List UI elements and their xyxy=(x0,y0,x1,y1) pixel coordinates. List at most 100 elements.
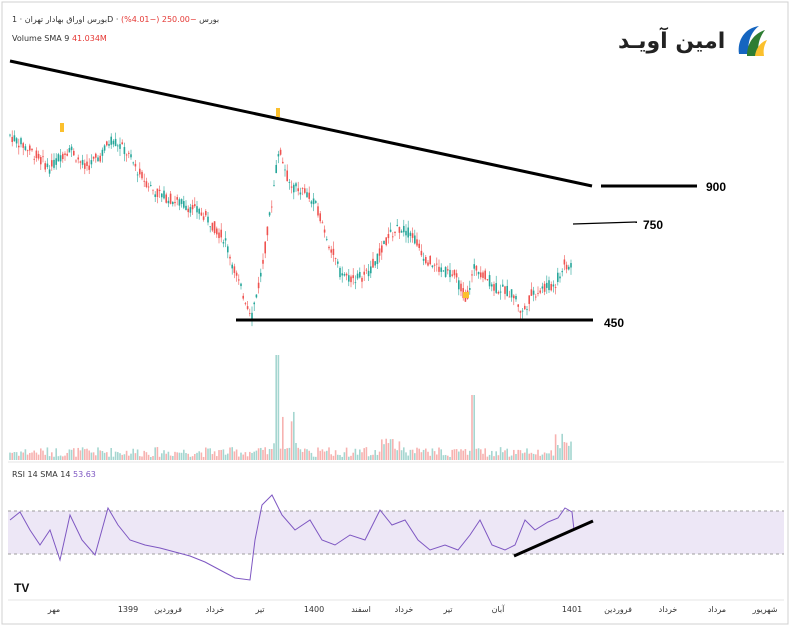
volume-bar xyxy=(486,456,489,460)
candle-body xyxy=(220,229,222,238)
candle-body xyxy=(315,201,317,203)
volume-bar xyxy=(475,448,478,460)
candle-body xyxy=(35,150,38,159)
volume-bar xyxy=(295,442,297,460)
candle-body xyxy=(260,272,262,277)
volume-bar xyxy=(150,456,152,460)
volume-bar xyxy=(524,452,526,460)
volume-bar xyxy=(447,455,449,460)
candle-body xyxy=(317,206,319,216)
candle-body xyxy=(484,270,486,280)
volume-bar xyxy=(246,456,249,460)
volume-bar xyxy=(139,456,141,460)
volume-bar xyxy=(352,452,354,460)
volume-bar xyxy=(513,449,515,460)
volume-bar xyxy=(519,450,522,460)
volume-bar xyxy=(163,450,165,460)
candle-body xyxy=(282,161,284,164)
volume-bar xyxy=(22,452,24,460)
candle-body xyxy=(279,149,282,155)
candle-body xyxy=(345,273,348,276)
volume-bar xyxy=(147,454,150,460)
volume-bar xyxy=(543,452,546,460)
volume-bar xyxy=(570,441,572,460)
volume-bar xyxy=(310,452,313,460)
candle-body xyxy=(495,283,497,293)
volume-bar xyxy=(308,450,310,460)
candle-body xyxy=(550,284,552,291)
volume-bar xyxy=(508,456,511,460)
volume-bar xyxy=(385,438,387,460)
candle-body xyxy=(196,206,198,213)
candle-body xyxy=(246,306,249,309)
candle-body xyxy=(455,273,458,278)
candle-body xyxy=(152,189,154,191)
x-tick-label: تیر xyxy=(254,605,264,614)
volume-bar xyxy=(517,449,519,460)
volume-bar xyxy=(473,395,475,460)
volume-bar xyxy=(381,439,383,460)
candle-body xyxy=(251,312,253,320)
volume-bar xyxy=(343,452,346,460)
candle-body xyxy=(200,212,203,216)
candle-body xyxy=(497,292,500,294)
volume-bar xyxy=(541,454,544,460)
candle-body xyxy=(334,258,337,259)
volume-bar xyxy=(279,448,282,460)
volume-bar xyxy=(350,455,352,460)
candle-body xyxy=(277,154,280,157)
volume-bar xyxy=(194,453,196,460)
volume-bar xyxy=(431,448,434,460)
volume-bar xyxy=(165,453,167,460)
candle-body xyxy=(537,293,539,294)
level-900-label: 900 xyxy=(706,180,726,194)
candle-body xyxy=(502,284,504,287)
volume-bar xyxy=(11,452,13,460)
volume-bar xyxy=(403,447,405,460)
candle-body xyxy=(266,226,269,236)
x-tick-label: 1401 xyxy=(562,605,582,614)
candle-body xyxy=(44,163,46,170)
volume-bar xyxy=(374,450,376,460)
candle-body xyxy=(161,193,163,198)
candle-body xyxy=(18,145,20,148)
candle-body xyxy=(400,230,403,233)
volume-bar xyxy=(191,456,194,460)
volume-bar xyxy=(55,448,57,460)
candle-body xyxy=(249,313,251,314)
volume-bar xyxy=(286,448,288,460)
candle-body xyxy=(453,270,456,276)
volume-bar xyxy=(326,450,328,460)
x-tick-label: فروردین xyxy=(154,605,182,614)
volume-bar xyxy=(332,455,335,460)
candle-body xyxy=(211,222,214,231)
volume-bar xyxy=(31,452,33,460)
volume-bar xyxy=(532,453,535,460)
candle-body xyxy=(224,238,227,241)
volume-bar xyxy=(409,449,412,460)
volume-bar xyxy=(101,451,104,460)
volume-bar xyxy=(97,447,99,460)
volume-bar xyxy=(301,451,304,460)
candle-body xyxy=(422,258,425,261)
volume-bar xyxy=(466,454,469,460)
candle-body xyxy=(64,153,66,155)
volume-bar xyxy=(240,452,242,460)
candle-body xyxy=(178,199,181,206)
volume-bar xyxy=(57,456,60,460)
header-symbol-line: بورس اوراق بهادار تهران · 1D · بورس −250… xyxy=(12,15,219,24)
volume-bar xyxy=(444,454,447,460)
candle-body xyxy=(343,274,346,276)
candle-body xyxy=(383,240,385,244)
volume-bar xyxy=(121,454,123,460)
volume-bar xyxy=(62,456,64,460)
volume-bar xyxy=(167,451,170,460)
volume-bar xyxy=(506,448,508,460)
candle-body xyxy=(486,278,489,280)
volume-bar xyxy=(244,452,247,460)
candle-body xyxy=(238,279,240,281)
candle-body xyxy=(77,157,79,160)
candle-body xyxy=(235,272,238,276)
volume-bar xyxy=(427,451,429,460)
